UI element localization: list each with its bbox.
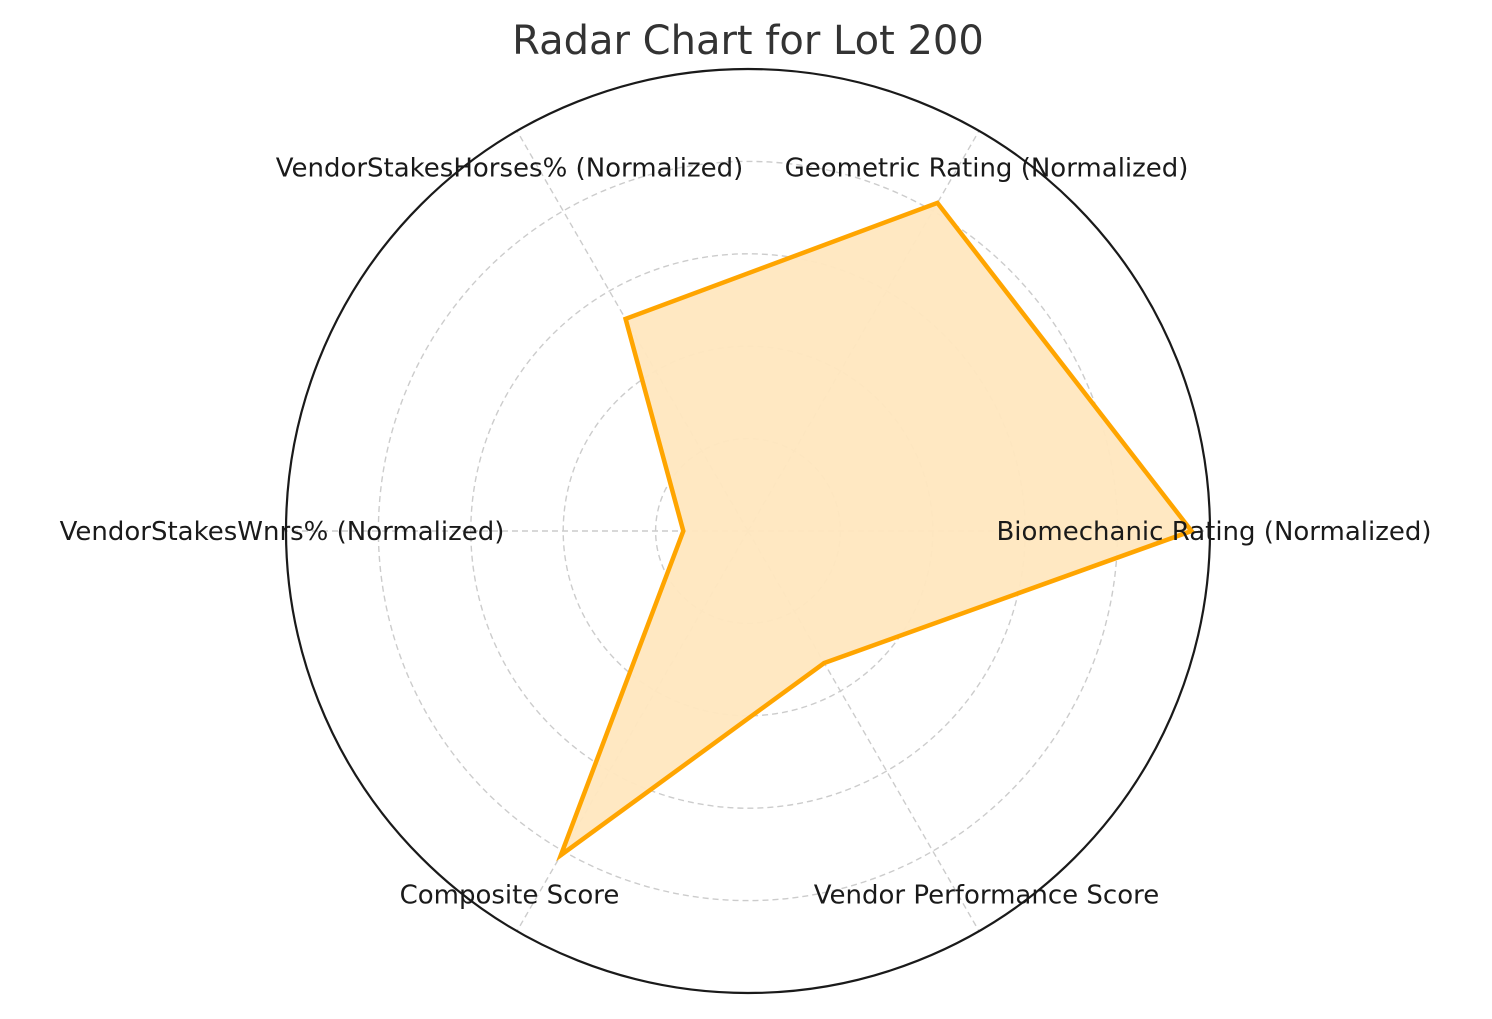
data-point-3 (623, 316, 628, 321)
data-point-4 (681, 529, 686, 533)
data-point-5 (558, 853, 563, 858)
axis-label-2: Geometric Rating (Normalized) (785, 153, 1189, 183)
axis-label-5: Composite Score (400, 881, 620, 911)
axis-label-3: VendorStakesHorses% (Normalized) (276, 153, 744, 183)
series-fill-1 (560, 202, 1192, 856)
axis-label-1: Biomechanic Rating (Normalized) (996, 517, 1431, 547)
data-point-6 (822, 661, 827, 666)
data-point-1 (1189, 529, 1194, 533)
axis-label-4: VendorStakesWnrs% (Normalized) (60, 517, 505, 547)
chart-title: Radar Chart for Lot 200 (512, 18, 984, 64)
data-series (556, 200, 1196, 862)
axis-labels: Biomechanic Rating (Normalized) Geometric… (60, 153, 1432, 910)
data-point-2 (935, 200, 940, 205)
axis-spoke-6 (747, 530, 980, 932)
axis-label-6: Vendor Performance Score (814, 881, 1159, 911)
outer-frame (284, 67, 1212, 995)
frame-circle (284, 67, 1212, 995)
